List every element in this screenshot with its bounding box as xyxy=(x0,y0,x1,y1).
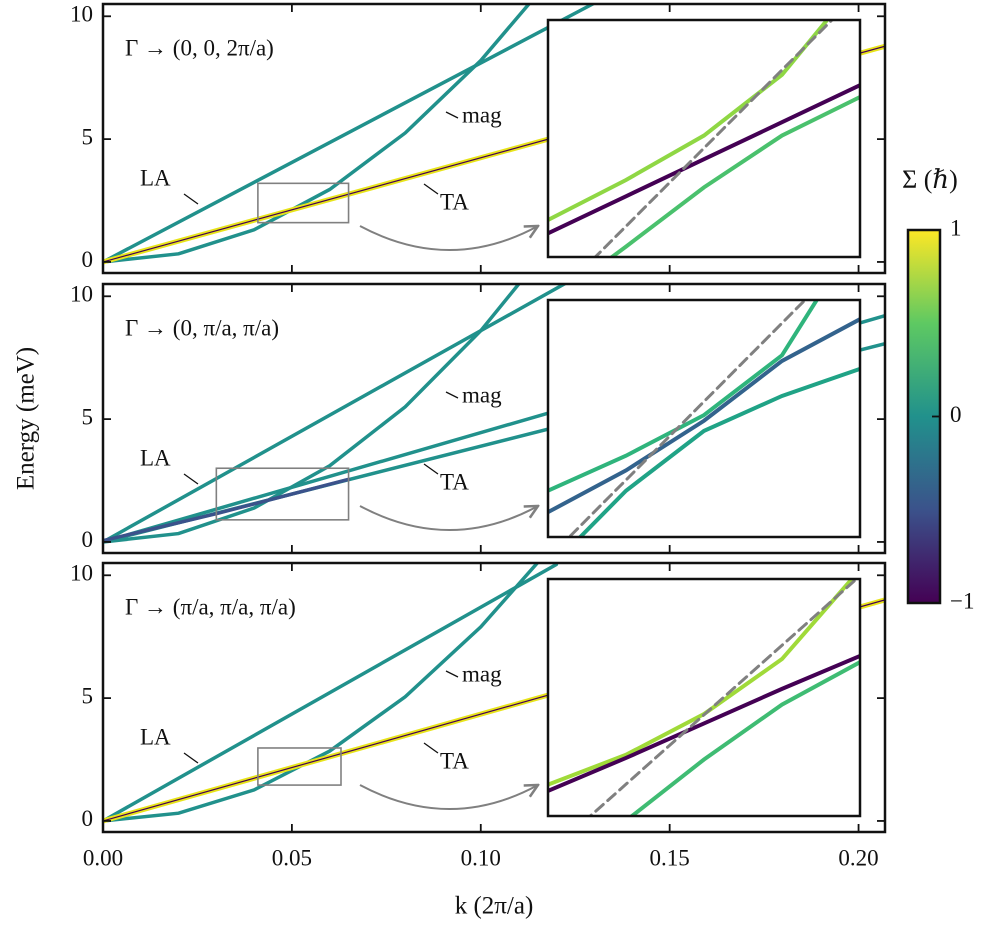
panel-label: Γ → (0, 0, 2π/a) xyxy=(125,35,274,60)
y-tick-label: 10 xyxy=(70,2,93,27)
line xyxy=(548,317,860,515)
x-tick-label: 0.10 xyxy=(461,845,501,870)
inset-frame xyxy=(546,298,862,539)
zoom-arrow xyxy=(359,506,538,531)
inset-background xyxy=(548,20,860,257)
y-tick-label: 0 xyxy=(82,527,94,552)
y-tick-label: 5 xyxy=(82,683,94,708)
line xyxy=(577,366,860,537)
annotation: LA xyxy=(140,445,171,470)
leader xyxy=(445,670,459,678)
y-tick-label: 10 xyxy=(70,282,93,307)
line xyxy=(588,579,859,816)
annotation: TA xyxy=(440,748,469,773)
x-tick-label: 0.05 xyxy=(272,845,312,870)
line xyxy=(103,477,351,543)
inset-area xyxy=(548,579,860,816)
y-tick-label: 5 xyxy=(82,404,94,429)
x-tick-label: 0.00 xyxy=(83,845,123,870)
zoom-box xyxy=(257,747,342,786)
zoom-arrow xyxy=(359,785,538,810)
line xyxy=(103,4,596,264)
y-tick-label: 0 xyxy=(82,806,94,831)
panel-label: Γ → (0, π/a, π/a) xyxy=(125,315,279,340)
colorbar-tick-label: 0 xyxy=(950,402,962,427)
leader xyxy=(445,391,459,399)
annotation: mag xyxy=(462,661,502,686)
annotation: LA xyxy=(140,724,171,749)
panel-label: Γ → (π/a, π/a, π/a) xyxy=(125,594,296,619)
line xyxy=(567,300,808,537)
x-tick-label: 0.20 xyxy=(838,845,878,870)
annotation: TA xyxy=(440,189,469,214)
leader xyxy=(423,463,439,475)
y-tick-label: 10 xyxy=(70,561,93,586)
leader xyxy=(183,193,199,205)
line xyxy=(103,4,532,264)
x-tick-label: 0.15 xyxy=(650,845,690,870)
zoom-arrow xyxy=(359,226,538,251)
colorbar-tick-label: 1 xyxy=(950,215,962,240)
zoom-box xyxy=(257,182,350,224)
annotation: LA xyxy=(140,165,171,190)
line xyxy=(103,563,540,823)
line xyxy=(548,653,860,793)
line xyxy=(608,95,860,257)
inset-frame xyxy=(546,18,862,259)
x-axis-label: k (2π/a) xyxy=(455,893,534,920)
inset-frame xyxy=(546,577,862,818)
line xyxy=(103,563,559,823)
colorbar xyxy=(906,228,942,605)
colorbar-label: Σ (ℏ) xyxy=(902,165,958,194)
annotation: mag xyxy=(462,382,502,407)
y-tick-label: 0 xyxy=(82,247,94,272)
y-tick-label: 5 xyxy=(82,124,94,149)
line xyxy=(548,83,860,236)
inset-area xyxy=(548,300,860,537)
leader xyxy=(445,111,459,119)
leader xyxy=(183,752,199,764)
y-axis-label: Energy (meV) xyxy=(13,347,40,490)
line xyxy=(628,660,860,816)
plot-area xyxy=(103,563,885,824)
line xyxy=(593,20,835,257)
colorbar-tick-label: −1 xyxy=(950,588,974,613)
inset-background xyxy=(548,579,860,816)
zoom-box xyxy=(215,467,350,521)
line xyxy=(103,284,522,544)
annotation: TA xyxy=(440,469,469,494)
leader xyxy=(423,183,439,195)
leader xyxy=(423,742,439,754)
line xyxy=(103,284,568,544)
annotation: mag xyxy=(462,102,502,127)
line xyxy=(548,300,820,493)
inset-area xyxy=(548,20,860,257)
leader xyxy=(183,473,199,485)
